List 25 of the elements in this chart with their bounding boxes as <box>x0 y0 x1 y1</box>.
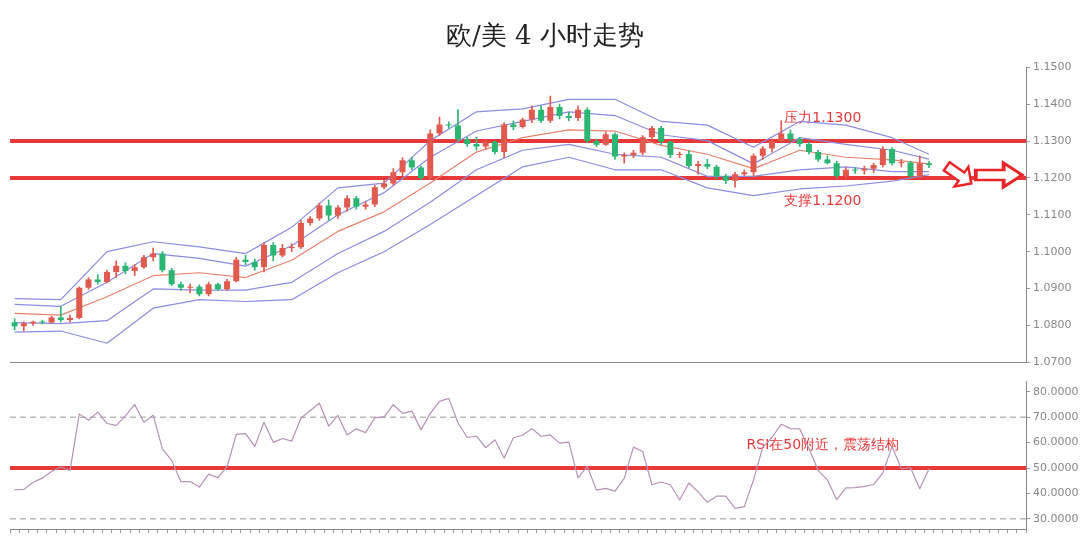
candlestick <box>898 159 905 168</box>
candlestick <box>288 243 295 253</box>
candlestick <box>565 111 572 122</box>
y-tick-label: 1.1000 <box>1033 244 1072 258</box>
y-tick-label: 1.0800 <box>1033 318 1072 332</box>
ref-line-label: RSI在50附近，震荡结构 <box>746 435 900 452</box>
y-tick-label: 70.0000 <box>1033 410 1079 424</box>
candlestick <box>852 167 859 174</box>
y-tick-label: 80.0000 <box>1033 384 1079 398</box>
ref-line-label: 支撑1.1200 <box>784 191 862 208</box>
y-tick-label: 50.0000 <box>1033 460 1079 474</box>
y-tick-label: 40.0000 <box>1033 486 1079 500</box>
candlestick <box>57 305 64 323</box>
y-tick-label: 1.0700 <box>1033 355 1072 369</box>
candlestick <box>695 160 702 175</box>
y-tick-label: 1.1500 <box>1033 60 1072 74</box>
y-tick-label: 1.1400 <box>1033 96 1072 110</box>
y-tick-label: 1.1300 <box>1033 133 1072 147</box>
chart-title: 欧/美 4 小时走势 <box>446 20 644 51</box>
y-tick-label: 60.0000 <box>1033 435 1079 449</box>
candlestick <box>94 274 101 285</box>
y-tick-label: 30.0000 <box>1033 511 1079 525</box>
y-tick-label: 1.0900 <box>1033 281 1072 295</box>
y-tick-label: 1.1200 <box>1033 170 1072 184</box>
y-tick-label: 1.1100 <box>1033 207 1072 221</box>
